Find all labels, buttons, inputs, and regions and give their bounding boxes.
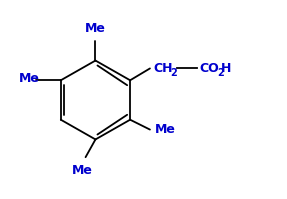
Text: CO: CO [199, 62, 219, 75]
Text: Me: Me [19, 72, 40, 85]
Text: Me: Me [85, 21, 106, 34]
Text: 2: 2 [171, 68, 177, 78]
Text: 2: 2 [217, 68, 224, 78]
Text: CH: CH [153, 62, 172, 75]
Text: Me: Me [72, 164, 93, 177]
Text: Me: Me [155, 123, 176, 136]
Text: H: H [221, 62, 232, 75]
